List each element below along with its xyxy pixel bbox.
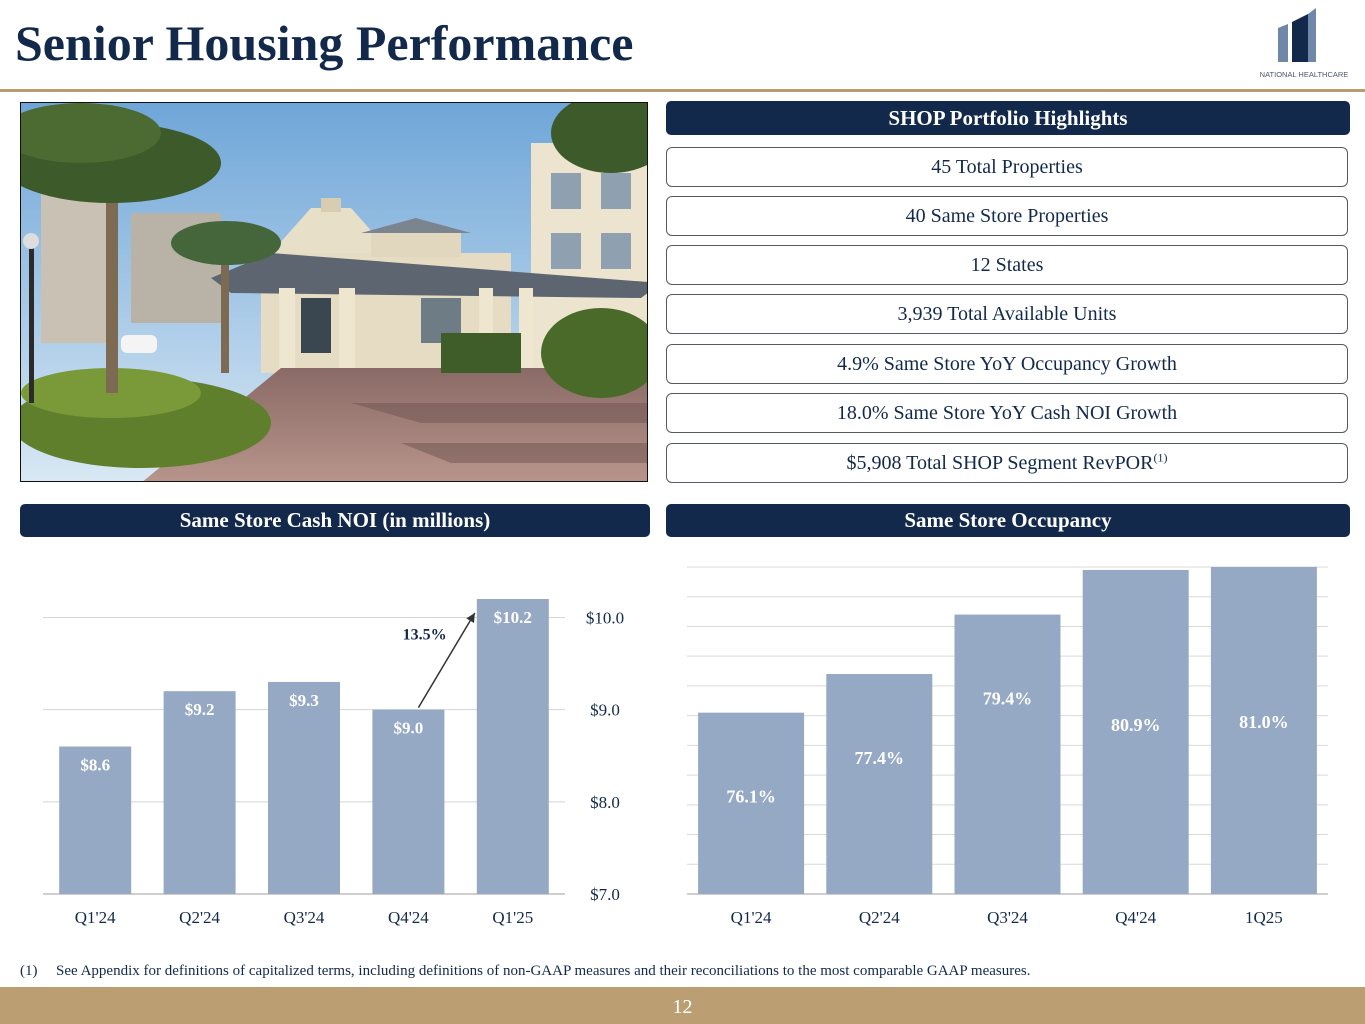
highlight-occupancy-growth: 4.9% Same Store YoY Occupancy Growth [666,344,1348,384]
occupancy-chart: 76.1% Q1'24 77.4% Q2'24 79.4% Q3'24 80.9% Q4'24… [687,566,1328,927]
highlight-total-properties: 45 Total Properties [666,147,1348,187]
footnote-number: (1) [20,963,38,979]
data-label: 79.4% [983,689,1033,709]
page-title: Senior Housing Performance [15,15,634,71]
page-number: 12 [672,996,693,1018]
x-tick-label: Q3'24 [987,908,1028,927]
data-label: $8.6 [80,756,110,775]
footnote: (1) See Appendix for definitions of capit… [20,963,1031,980]
highlight-states: 12 States [666,245,1348,285]
y-tick-label: $9.0 [590,701,620,720]
occupancy-chart-title: Same Store Occupancy [666,504,1350,537]
data-label: 80.9% [1111,715,1161,735]
noi-chart-title: Same Store Cash NOI (in millions) [20,504,650,537]
y-tick-label: $8.0 [590,793,620,812]
growth-annotation: 13.5% [403,626,447,643]
x-tick-label: Q3'24 [284,908,325,927]
logo-text: NATIONAL HEALTHCARE [1259,70,1349,79]
footnote-marker: (1) [1153,450,1168,465]
company-logo [1278,8,1316,62]
highlight-text: 12 States [970,254,1044,276]
highlight-text: 18.0% Same Store YoY Cash NOI Growth [836,402,1178,424]
highlight-noi-growth: 18.0% Same Store YoY Cash NOI Growth [666,393,1348,433]
x-tick-label: 1Q25 [1245,908,1283,927]
footer-bar [0,987,1365,1024]
x-tick-label: Q2'24 [859,908,900,927]
highlight-same-store-properties: 40 Same Store Properties [666,196,1348,236]
bar [476,599,549,894]
data-label: 76.1% [726,787,776,807]
x-tick-label: Q1'24 [731,908,772,927]
property-photo [20,102,648,482]
highlight-total-units: 3,939 Total Available Units [666,294,1348,334]
bar [268,681,340,894]
highlight-text: 40 Same Store Properties [905,205,1109,227]
y-tick-label: $10.0 [586,608,624,627]
x-tick-label: Q2'24 [179,908,220,927]
highlights-header: SHOP Portfolio Highlights [666,101,1350,135]
bar [826,674,933,894]
bar [163,691,236,894]
data-label: $10.2 [494,608,532,627]
highlight-text: $5,908 Total SHOP Segment RevPOR [846,452,1154,474]
footnote-text: See Appendix for definitions of capitali… [56,963,1031,979]
data-label: 81.0% [1239,712,1289,732]
x-tick-label: Q4'24 [1115,908,1156,927]
x-tick-label: Q1'24 [75,908,116,927]
highlight-revpor: $5,908 Total SHOP Segment RevPOR(1) [666,443,1348,483]
bar [372,709,445,894]
highlight-text: 45 Total Properties [931,156,1083,178]
bar [1210,567,1317,894]
growth-arrow [417,612,476,709]
data-label: 77.4% [855,748,905,768]
bar [1082,569,1189,894]
data-label: $9.0 [394,719,424,738]
data-label: $9.3 [289,691,319,710]
x-tick-label: Q1'25 [492,908,533,927]
bar [698,712,805,894]
bar [954,614,1061,894]
noi-chart: $7.0 $8.0 $9.0 $10.0 $8.6 Q1'24 $9.2 Q2'24 $9.3 Q… [43,599,624,927]
highlight-text: 3,939 Total Available Units [897,303,1117,325]
bar [59,746,132,894]
growth-arrow-head [466,613,475,624]
y-tick-label: $7.0 [590,885,620,904]
x-tick-label: Q4'24 [388,908,429,927]
title-rule [0,89,1365,92]
data-label: $9.2 [185,700,215,719]
highlight-text: 4.9% Same Store YoY Occupancy Growth [837,353,1177,375]
